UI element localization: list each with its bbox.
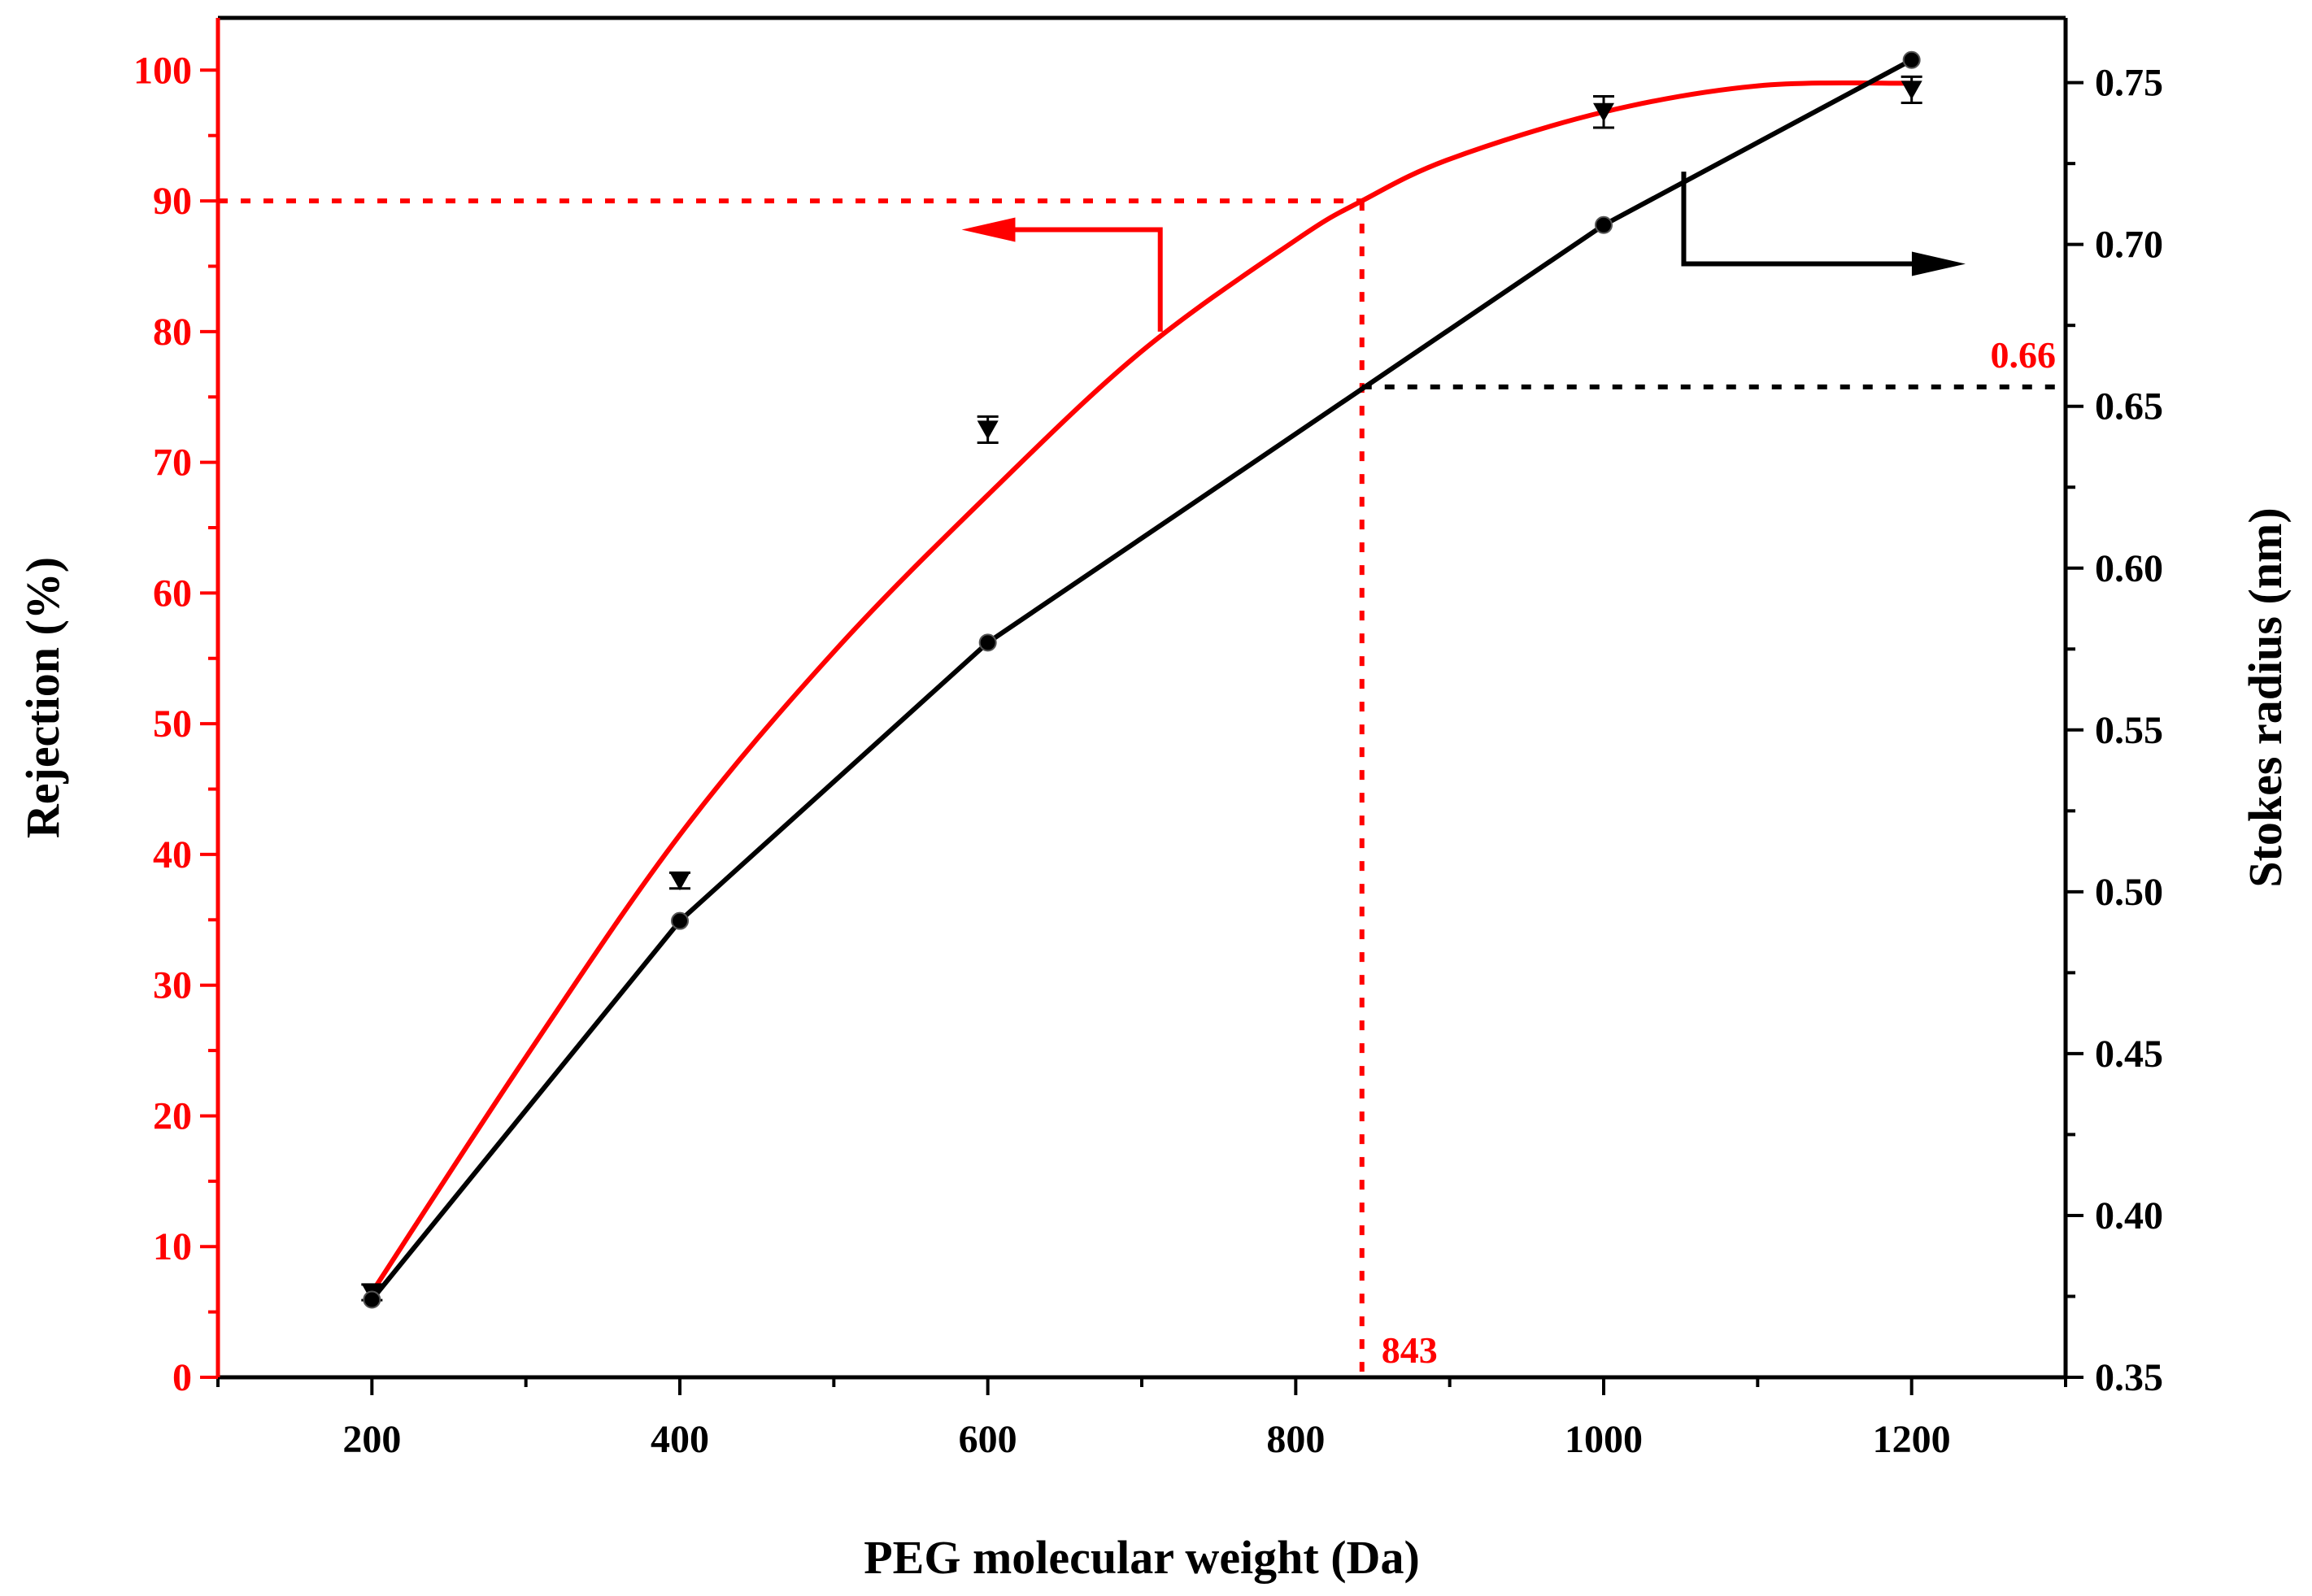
y-right-tick-label: 0.65 bbox=[2095, 385, 2163, 428]
x-tick-label: 800 bbox=[1266, 1418, 1325, 1461]
y-left-tick-label: 30 bbox=[153, 964, 192, 1007]
stokes-radius-data-point bbox=[978, 633, 997, 652]
y-left-tick-label: 40 bbox=[153, 833, 192, 876]
y-right-tick-label: 0.45 bbox=[2095, 1033, 2163, 1076]
y-left-tick-label: 100 bbox=[133, 49, 192, 92]
stokes-radius-data-point bbox=[363, 1290, 381, 1309]
y-right-tick-label: 0.75 bbox=[2095, 62, 2163, 105]
left-axis-arrow-line bbox=[1006, 227, 1163, 332]
y-right-tick-label: 0.60 bbox=[2095, 547, 2163, 590]
y-left-tick-label: 50 bbox=[153, 702, 192, 746]
y-left-tick-label: 90 bbox=[153, 180, 192, 223]
stokes-radius-data-point bbox=[1902, 50, 1921, 69]
x-tick-label: 1000 bbox=[1565, 1418, 1643, 1461]
rejection-data-point bbox=[977, 420, 999, 440]
y-left-tick-label: 80 bbox=[153, 311, 192, 354]
stokes-radius-data-point bbox=[1595, 215, 1613, 234]
y-left-tick-label: 10 bbox=[153, 1225, 192, 1268]
x-tick-label: 400 bbox=[651, 1418, 709, 1461]
x-tick-label: 200 bbox=[342, 1418, 401, 1461]
rejection-data-point bbox=[1593, 102, 1614, 122]
rejection-fit-curve bbox=[369, 80, 1912, 1294]
y-right-tick-label: 0.35 bbox=[2095, 1356, 2163, 1399]
y-left-tick-label: 20 bbox=[153, 1094, 192, 1137]
y-left-tick-label: 70 bbox=[153, 441, 192, 485]
stokes-radius-line bbox=[370, 58, 1914, 1302]
right-arrow-icon bbox=[1911, 251, 1966, 276]
rejection-data-point bbox=[1901, 80, 1922, 100]
stokes-radius-data-point bbox=[671, 911, 689, 930]
x-axis-title: PEG molecular weight (Da) bbox=[864, 1531, 1420, 1584]
y-right-axis-title: Stokes radius (nm) bbox=[2239, 507, 2292, 887]
y-left-tick-label: 60 bbox=[153, 572, 192, 615]
y-right-tick-label: 0.40 bbox=[2095, 1194, 2163, 1237]
rejection-data-point bbox=[669, 872, 690, 891]
x-tick-label: 600 bbox=[959, 1418, 1017, 1461]
y-left-axis-title: Rejection (%) bbox=[16, 557, 69, 838]
y-right-tick-label: 0.70 bbox=[2095, 224, 2163, 267]
stokes-annotation: 0.66 bbox=[1991, 334, 2057, 376]
mwco-annotation: 843 bbox=[1382, 1329, 1438, 1371]
y-right-tick-label: 0.50 bbox=[2095, 871, 2163, 914]
right-axis-arrow-line bbox=[1681, 172, 1921, 267]
left-arrow-icon bbox=[961, 217, 1016, 242]
y-left-tick-label: 0 bbox=[172, 1356, 192, 1399]
y-right-tick-label: 0.55 bbox=[2095, 709, 2163, 752]
x-tick-label: 1200 bbox=[1873, 1418, 1951, 1461]
